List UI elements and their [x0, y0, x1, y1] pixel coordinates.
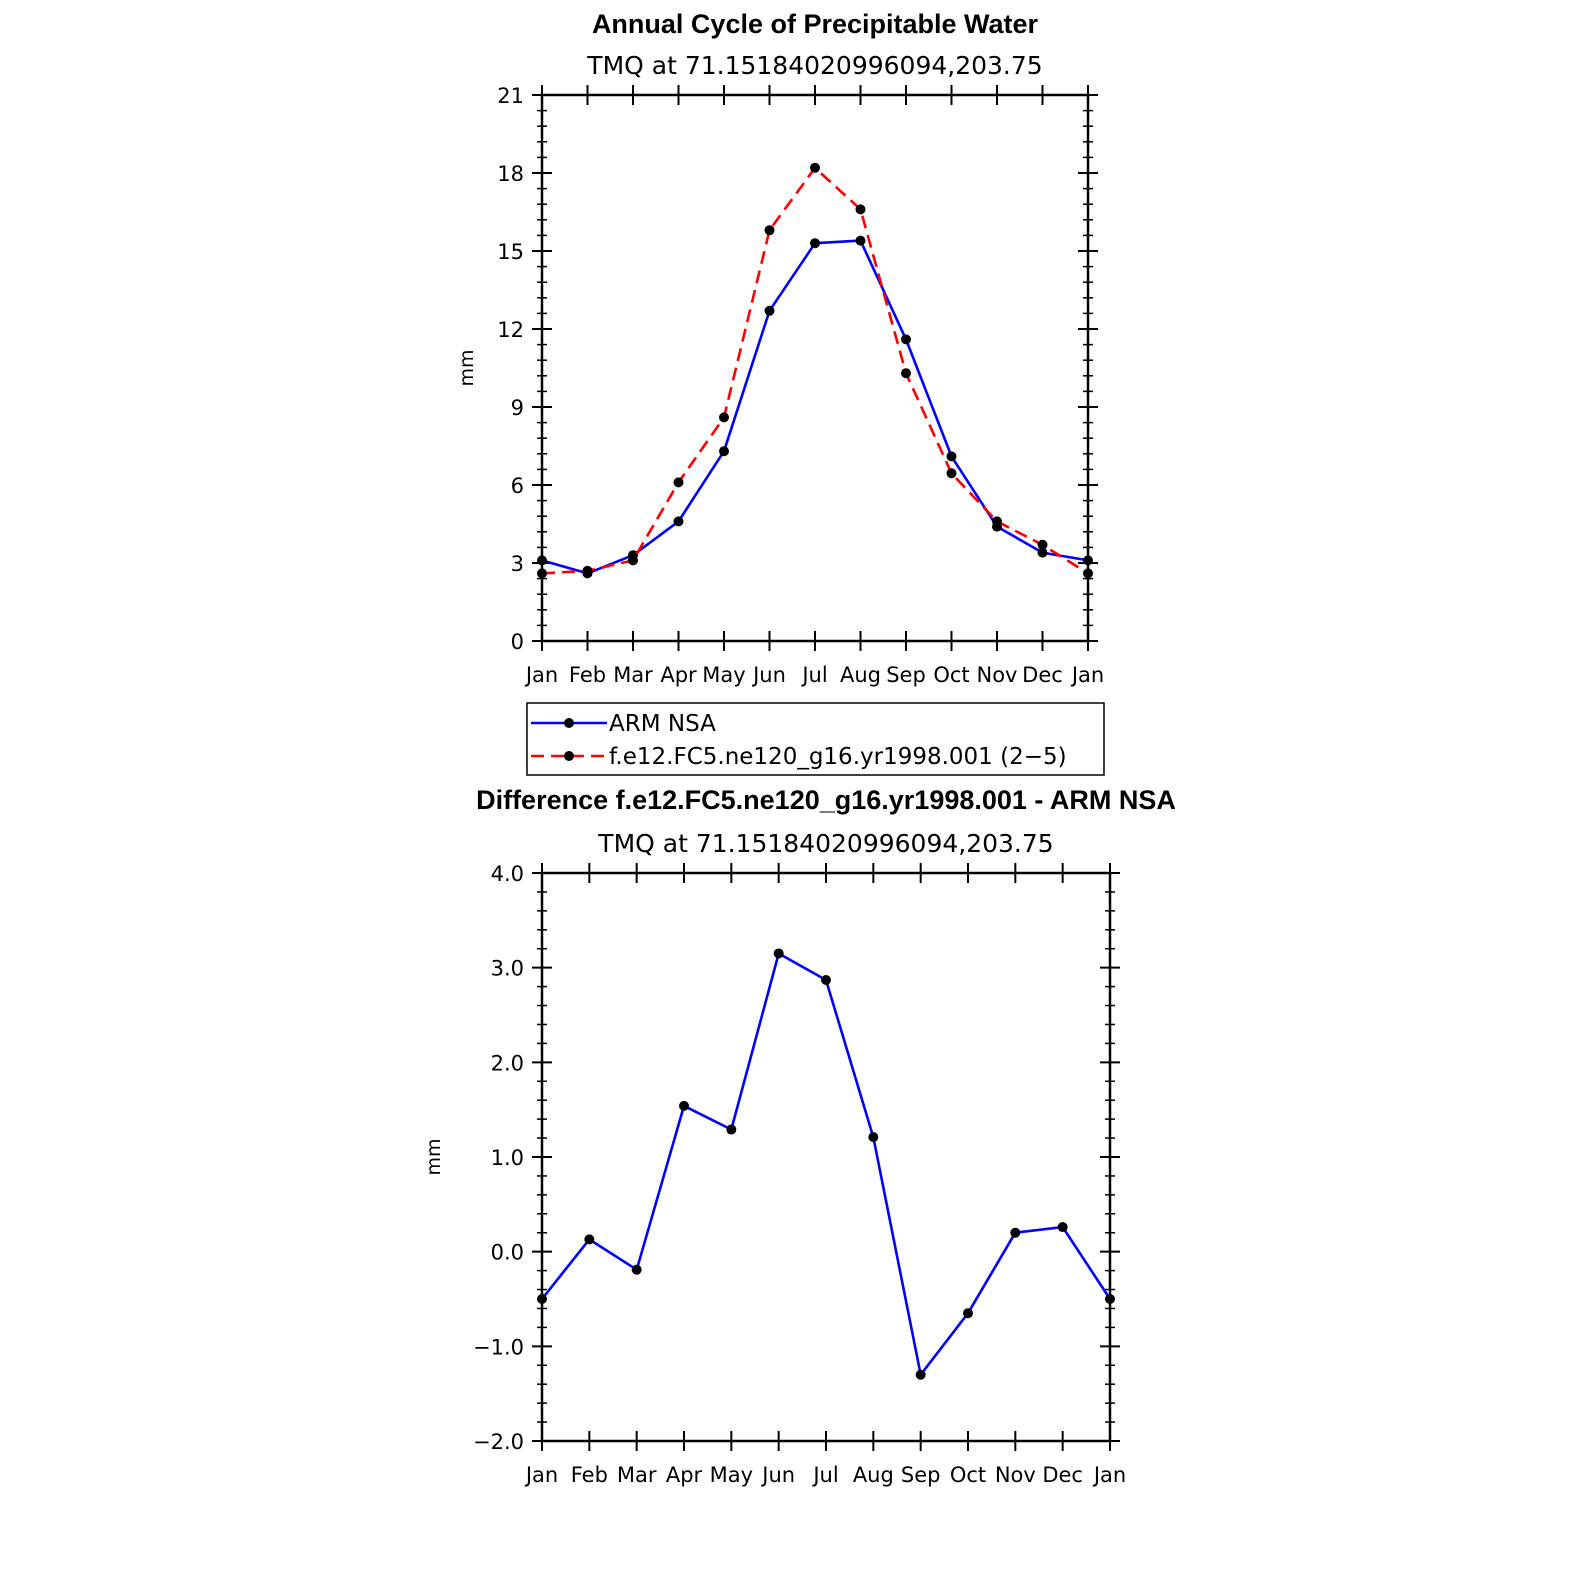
x-tick-label: Feb: [571, 1463, 608, 1487]
data-point: [901, 334, 911, 345]
x-tick-label: Jan: [524, 663, 558, 687]
data-point: [915, 1369, 926, 1380]
x-tick-label: Nov: [977, 663, 1018, 687]
x-tick-label: Jun: [760, 1463, 795, 1487]
y-tick-label: 3.0: [491, 957, 524, 981]
x-tick-label: Jan: [524, 1463, 558, 1487]
y-tick-label: 9: [511, 396, 524, 420]
x-tick-label: Aug: [840, 663, 881, 687]
y-tick-label: 15: [497, 240, 524, 264]
data-point: [764, 305, 775, 316]
x-tick-label: Feb: [569, 663, 606, 687]
y-tick-label: 6: [511, 474, 524, 498]
chart-subtitle: TMQ at 71.15184020996094,203.75: [597, 829, 1053, 858]
y-tick-label: 2.0: [491, 1051, 524, 1075]
x-tick-label: Oct: [950, 1463, 986, 1487]
data-point: [992, 516, 1002, 527]
data-point: [537, 555, 547, 566]
x-tick-label: Jul: [811, 1463, 838, 1487]
data-point: [631, 1264, 642, 1275]
data-point: [810, 238, 820, 249]
data-point: [1083, 555, 1093, 566]
y-tick-label: −2.0: [473, 1430, 524, 1454]
x-tick-label: Nov: [995, 1463, 1036, 1487]
x-tick-label: Jun: [751, 663, 786, 687]
data-point: [537, 568, 547, 579]
x-tick-label: Oct: [933, 663, 969, 687]
data-point: [868, 1132, 879, 1143]
x-tick-label: Mar: [617, 1463, 657, 1487]
data-point: [673, 516, 684, 527]
y-tick-label: 18: [497, 162, 524, 186]
y-tick-label: 12: [497, 318, 524, 342]
series-line-2: [541, 166, 1089, 575]
x-tick-label: Dec: [1042, 1463, 1083, 1487]
series-line-1: [540, 952, 1112, 1376]
x-tick-label: Apr: [660, 663, 697, 687]
data-point: [810, 162, 820, 173]
data-point: [855, 235, 866, 246]
chart-title: Annual Cycle of Precipitable Water: [592, 9, 1039, 39]
series-line-1: [541, 239, 1089, 575]
data-point: [821, 974, 831, 985]
data-point: [946, 451, 957, 462]
x-tick-label: Mar: [613, 663, 653, 687]
legend-label-1: ARM NSA: [609, 711, 716, 737]
data-point: [1105, 1294, 1115, 1304]
data-point: [719, 412, 729, 423]
legend-marker: [564, 751, 574, 761]
data-point: [673, 477, 684, 488]
x-tick-label: Dec: [1022, 663, 1063, 687]
legend: ARM NSA f.e12.FC5.ne120_g16.yr1998.001 (2…: [526, 702, 1105, 776]
data-point: [726, 1124, 737, 1135]
data-point: [773, 948, 784, 959]
y-tick-label: 4.0: [491, 862, 524, 886]
y-axis-label: mm: [456, 349, 478, 386]
chart-subtitle: TMQ at 71.15184020996094,203.75: [586, 51, 1042, 80]
data-point: [855, 204, 866, 215]
x-tick-label: Aug: [853, 1463, 894, 1487]
data-point: [901, 368, 911, 379]
y-tick-label: 3: [511, 552, 524, 576]
legend-label-2: f.e12.FC5.ne120_g16.yr1998.001 (2−5): [609, 744, 1067, 770]
x-tick-label: Jan: [1092, 1463, 1126, 1487]
x-tick-label: May: [702, 663, 745, 687]
data-point: [1057, 1222, 1068, 1233]
data-point: [582, 565, 593, 576]
x-tick-label: Jan: [1070, 663, 1104, 687]
legend-marker: [564, 718, 574, 728]
data-point: [1037, 547, 1048, 558]
data-point: [963, 1308, 973, 1319]
y-tick-label: 0.0: [491, 1241, 524, 1265]
x-tick-label: Sep: [901, 1463, 941, 1487]
x-tick-label: Apr: [666, 1463, 703, 1487]
data-point: [628, 555, 638, 566]
chart-panel-1: Annual Cycle of Precipitable Water TMQ at…: [456, 9, 1105, 776]
data-point: [946, 468, 957, 479]
chart-title: Difference f.e12.FC5.ne120_g16.yr1998.00…: [476, 785, 1176, 815]
plot-frame: [540, 871, 1112, 1443]
data-point: [679, 1100, 689, 1111]
x-tick-label: Sep: [886, 663, 926, 687]
data-point: [1037, 539, 1048, 550]
y-tick-label: −1.0: [473, 1335, 524, 1359]
legend-box: [526, 702, 1105, 776]
data-point: [1083, 568, 1093, 579]
chart-panel-2: Difference f.e12.FC5.ne120_g16.yr1998.00…: [423, 785, 1176, 1487]
data-point: [719, 446, 729, 457]
y-tick-label: 1.0: [491, 1146, 524, 1170]
data-point: [584, 1234, 595, 1245]
y-tick-label: 0: [511, 630, 524, 654]
x-tick-label: Jul: [800, 663, 827, 687]
data-point: [764, 225, 775, 236]
y-tick-label: 21: [497, 84, 524, 108]
data-point: [1010, 1227, 1021, 1238]
y-axis-label: mm: [423, 1138, 445, 1175]
data-point: [537, 1294, 547, 1304]
x-tick-label: May: [710, 1463, 753, 1487]
